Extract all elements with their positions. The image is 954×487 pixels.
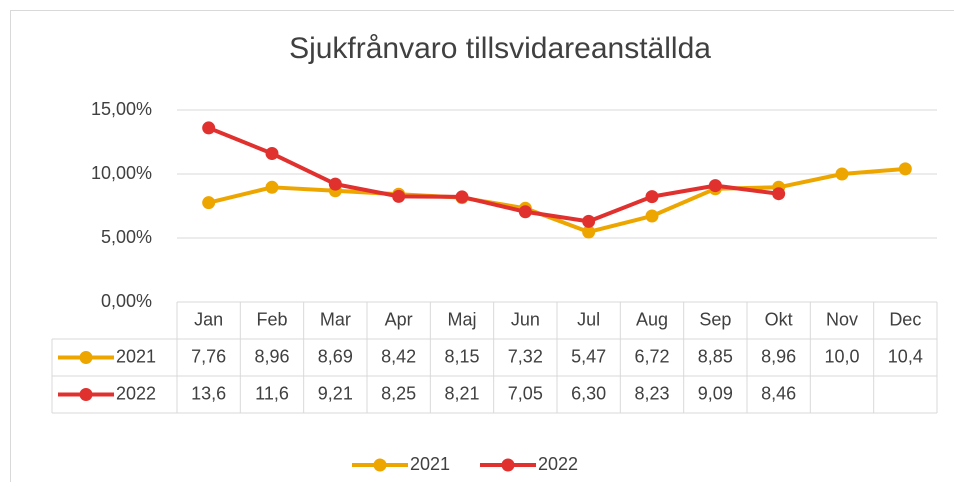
x-tick-label: Jan xyxy=(194,309,223,329)
legend-marker xyxy=(80,351,93,364)
x-tick-label: Maj xyxy=(447,309,476,329)
table-series-name: 2022 xyxy=(116,383,156,403)
data-point xyxy=(899,162,912,175)
data-point xyxy=(202,121,215,134)
y-tick-label: 15,00% xyxy=(91,99,152,119)
table-value: 6,72 xyxy=(634,346,669,366)
table-value: 8,69 xyxy=(318,346,353,366)
data-point xyxy=(266,181,279,194)
x-tick-label: Feb xyxy=(256,309,287,329)
data-point xyxy=(202,196,215,209)
data-point xyxy=(266,147,279,160)
chart-border xyxy=(11,11,954,483)
table-value: 7,32 xyxy=(508,346,543,366)
table-value: 13,6 xyxy=(191,383,226,403)
table-value: 8,21 xyxy=(444,383,479,403)
data-point xyxy=(836,168,849,181)
y-tick-label: 5,00% xyxy=(101,227,152,247)
legend-marker xyxy=(502,459,515,472)
y-tick-label: 10,00% xyxy=(91,163,152,183)
legend-marker xyxy=(374,459,387,472)
x-tick-label: Apr xyxy=(385,309,413,329)
x-tick-label: Jun xyxy=(511,309,540,329)
y-tick-label: 0,00% xyxy=(101,291,152,311)
table-value: 8,42 xyxy=(381,346,416,366)
x-tick-label: Sep xyxy=(699,309,731,329)
table-value: 8,46 xyxy=(761,383,796,403)
data-point xyxy=(456,190,469,203)
table-value: 10,0 xyxy=(824,346,859,366)
table-value: 10,4 xyxy=(888,346,923,366)
x-tick-label: Dec xyxy=(889,309,921,329)
data-point xyxy=(709,179,722,192)
x-tick-label: Aug xyxy=(636,309,668,329)
data-point xyxy=(519,205,532,218)
legend-marker xyxy=(80,388,93,401)
table-value: 9,21 xyxy=(318,383,353,403)
legend-label: 2021 xyxy=(410,454,450,474)
table-value: 8,96 xyxy=(761,346,796,366)
data-point xyxy=(646,190,659,203)
x-tick-label: Okt xyxy=(765,309,793,329)
table-value: 8,25 xyxy=(381,383,416,403)
table-value: 7,76 xyxy=(191,346,226,366)
table-series-name: 2021 xyxy=(116,346,156,366)
table-value: 11,6 xyxy=(255,383,289,403)
table-value: 8,85 xyxy=(698,346,733,366)
data-point xyxy=(329,178,342,191)
chart-title: Sjukfrånvaro tillsvidareanställda xyxy=(289,32,711,65)
data-point xyxy=(392,190,405,203)
data-point xyxy=(772,187,785,200)
x-tick-label: Jul xyxy=(577,309,600,329)
x-tick-label: Mar xyxy=(320,309,351,329)
table-value: 6,30 xyxy=(571,383,606,403)
table-value: 9,09 xyxy=(698,383,733,403)
data-point xyxy=(646,209,659,222)
table-value: 8,15 xyxy=(444,346,479,366)
table-value: 8,96 xyxy=(254,346,289,366)
x-tick-label: Nov xyxy=(826,309,858,329)
legend-label: 2022 xyxy=(538,454,578,474)
table-value: 5,47 xyxy=(571,346,606,366)
table-value: 8,23 xyxy=(634,383,669,403)
table-value: 7,05 xyxy=(508,383,543,403)
data-point xyxy=(582,215,595,228)
